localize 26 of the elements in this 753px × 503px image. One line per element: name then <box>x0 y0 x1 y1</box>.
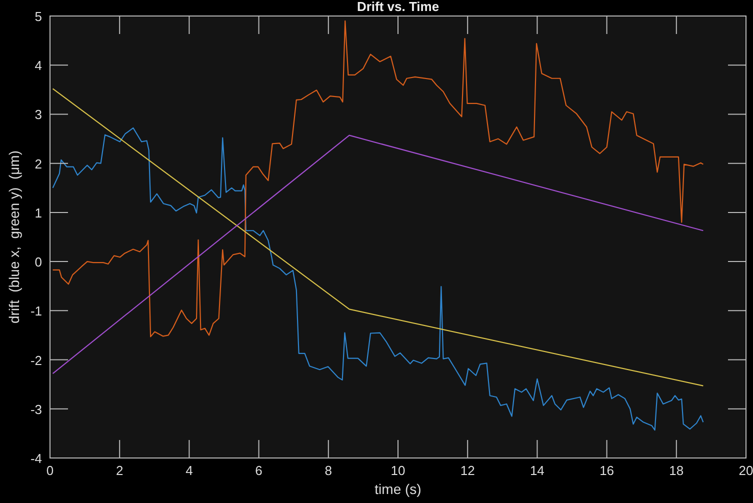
x-tick-label: 10 <box>390 463 406 478</box>
x-tick-label: 18 <box>669 463 684 478</box>
y-tick-label: -1 <box>30 304 42 319</box>
y-axis-title: drift (blue x, green y) (μm) <box>6 150 22 324</box>
y-tick-label: 4 <box>34 58 42 74</box>
x-tick-label: 2 <box>116 463 124 478</box>
x-tick-label: 16 <box>600 463 614 478</box>
x-tick-label: 0 <box>46 463 54 478</box>
x-tick-label: 12 <box>460 463 475 478</box>
x-tick-label: 6 <box>255 463 262 478</box>
y-tick-label: -2 <box>30 352 42 368</box>
chart-title: Drift vs. Time <box>356 0 440 14</box>
line-series <box>52 20 704 338</box>
x-tick-label: 8 <box>324 463 332 478</box>
y-tick-label: 3 <box>34 107 42 122</box>
y-tick-label: -3 <box>30 402 42 417</box>
x-tick-label: 20 <box>738 463 753 478</box>
x-tick-label: 4 <box>186 463 193 478</box>
line-series <box>52 127 704 431</box>
x-tick-label: 14 <box>530 463 544 478</box>
x-axis-title: time (s) <box>374 481 422 497</box>
y-tick-label: 1 <box>34 205 42 220</box>
y-tick-label: 5 <box>34 9 42 24</box>
y-tick-label: 0 <box>34 254 42 270</box>
y-tick-label: -4 <box>30 451 42 466</box>
y-tick-label: 2 <box>34 156 42 172</box>
